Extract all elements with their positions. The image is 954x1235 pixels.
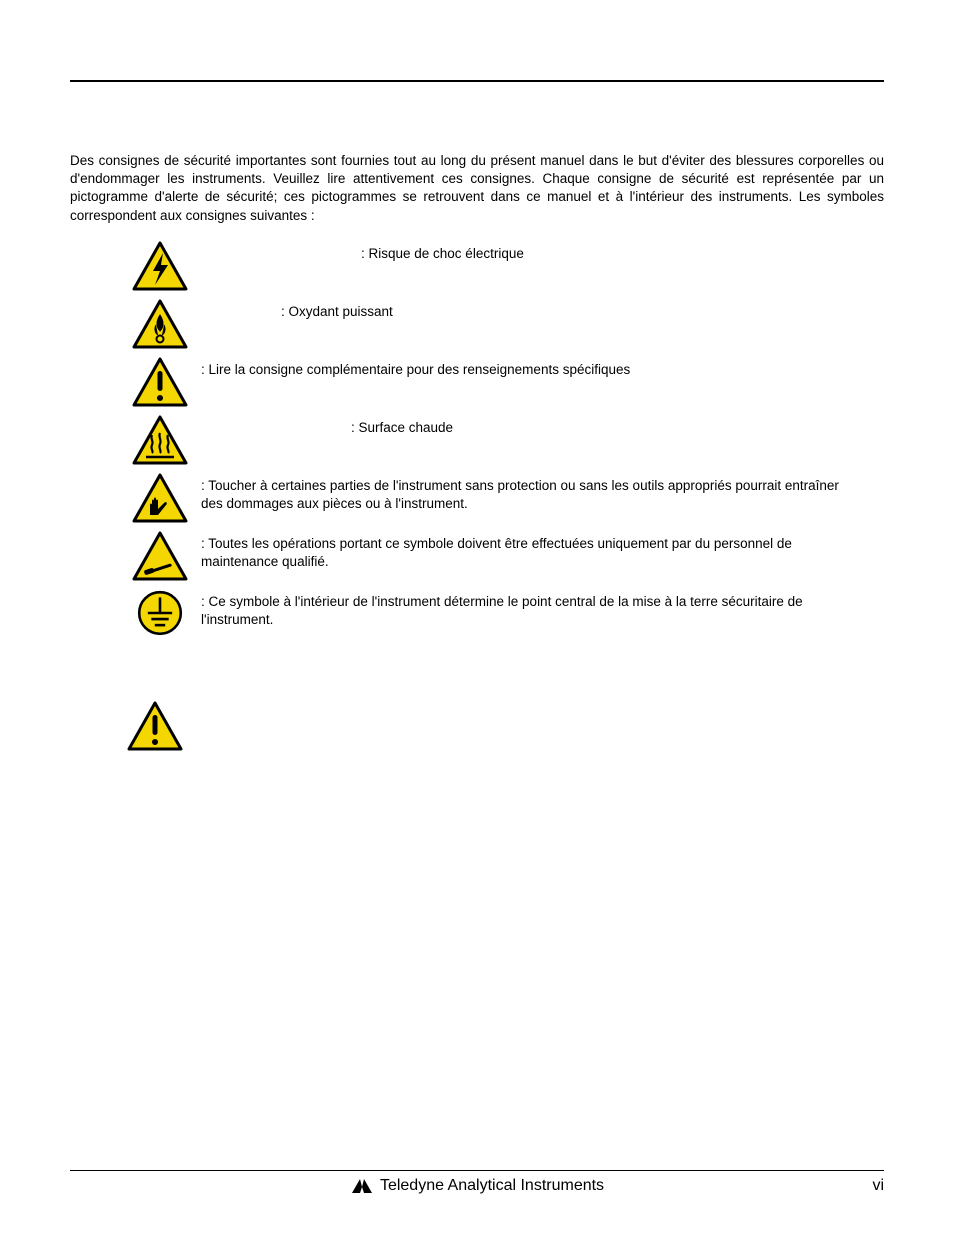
symbol-description-text: : Lire la consigne complémentaire pour d… [201, 362, 630, 377]
symbol-row: : Lire la consigne complémentaire pour d… [125, 355, 844, 409]
symbol-icon-cell [125, 297, 195, 351]
symbol-icon-cell [125, 529, 195, 583]
teledyne-logo-icon [350, 1177, 374, 1195]
symbol-description-text: : Oxydant puissant [281, 304, 393, 319]
symbol-description-text: : Toutes les opérations portant ce symbo… [201, 536, 792, 569]
symbol-row: : Toutes les opérations portant ce symbo… [125, 529, 844, 583]
symbol-description-text: : Risque de choc électrique [361, 246, 524, 261]
footer-company: Teledyne Analytical Instruments [350, 1177, 604, 1195]
symbol-description: : Ce symbole à l'intérieur de l'instrume… [195, 587, 844, 629]
flame-icon [130, 297, 190, 351]
symbol-description-text: : Ce symbole à l'intérieur de l'instrume… [201, 594, 803, 627]
symbol-description: : Risque de choc électrique [195, 239, 844, 263]
symbol-row: : Risque de choc électrique [125, 239, 844, 293]
header-rule [70, 80, 884, 82]
electric-icon [130, 239, 190, 293]
exclaim-icon [130, 355, 190, 409]
symbol-description: : Toucher à certaines parties de l'instr… [195, 471, 844, 513]
symbol-description-text: : Surface chaude [351, 420, 453, 435]
hand-icon [130, 471, 190, 525]
standalone-warning-icon [125, 699, 884, 753]
symbol-icon-cell [125, 471, 195, 525]
symbol-icon-cell [125, 239, 195, 293]
intro-paragraph: Des consignes de sécurité importantes so… [70, 152, 884, 225]
footer-company-text: Teledyne Analytical Instruments [380, 1177, 604, 1195]
symbol-description-text: : Toucher à certaines parties de l'instr… [201, 478, 839, 511]
heat-icon [130, 413, 190, 467]
page-footer: Teledyne Analytical Instruments vi [70, 1170, 884, 1195]
footer-rule [70, 1170, 884, 1171]
symbol-description: : Lire la consigne complémentaire pour d… [195, 355, 844, 379]
tech-icon [130, 529, 190, 583]
symbol-row: : Toucher à certaines parties de l'instr… [125, 471, 844, 525]
symbol-row: : Oxydant puissant [125, 297, 844, 351]
symbol-definitions-list: : Risque de choc électrique : Oxydant pui… [125, 239, 844, 639]
symbol-description: : Toutes les opérations portant ce symbo… [195, 529, 844, 571]
ground-icon [134, 587, 186, 639]
exclaim-icon [125, 699, 185, 753]
symbol-icon-cell [125, 587, 195, 639]
symbol-row: : Surface chaude [125, 413, 844, 467]
symbol-description: : Surface chaude [195, 413, 844, 437]
symbol-description: : Oxydant puissant [195, 297, 844, 321]
symbol-icon-cell [125, 355, 195, 409]
footer-page-number: vi [872, 1177, 884, 1195]
symbol-icon-cell [125, 413, 195, 467]
symbol-row: : Ce symbole à l'intérieur de l'instrume… [125, 587, 844, 639]
